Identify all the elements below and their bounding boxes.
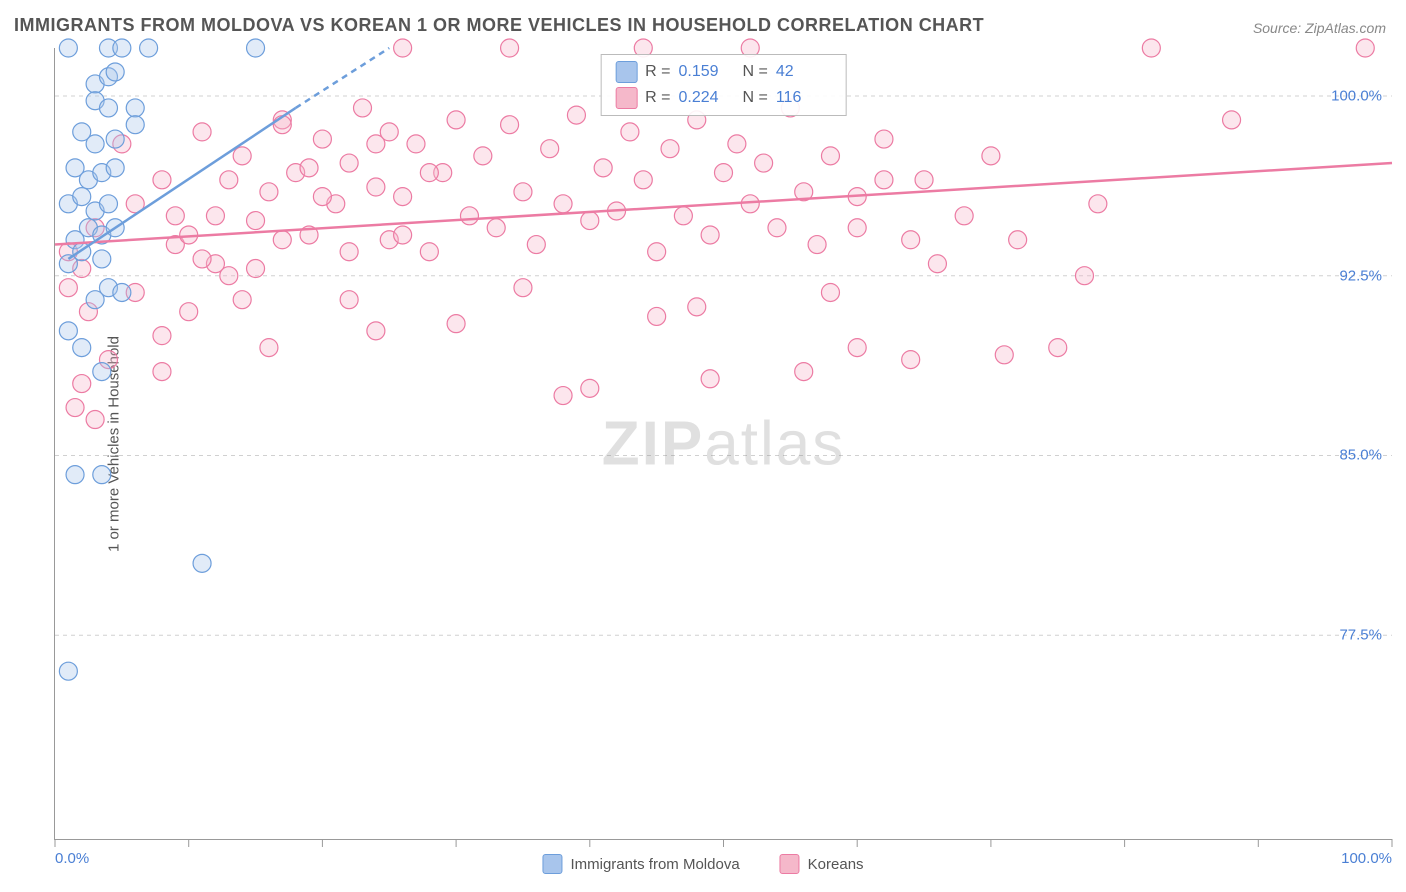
bottom-legend: Immigrants from Moldova Koreans: [542, 854, 863, 874]
chart-container: 1 or more Vehicles in Household ZIPatlas…: [14, 48, 1392, 840]
y-tick-label: 92.5%: [1339, 267, 1382, 284]
legend-label-moldova: Immigrants from Moldova: [570, 856, 739, 873]
legend-swatch-moldova: [542, 854, 562, 874]
plot-area: ZIPatlas R = 0.159 N = 42 R = 0.224 N = …: [54, 48, 1392, 840]
x-tick-start: 0.0%: [55, 850, 89, 867]
legend-item-koreans: Koreans: [780, 854, 864, 874]
stats-row-koreans: R = 0.224 N = 116: [615, 85, 832, 111]
y-tick-label: 85.0%: [1339, 447, 1382, 464]
scatter-svg: [55, 48, 1392, 839]
x-tick-end: 100.0%: [1341, 850, 1392, 867]
legend-swatch-koreans: [780, 854, 800, 874]
legend-item-moldova: Immigrants from Moldova: [542, 854, 739, 874]
swatch-koreans: [615, 87, 637, 109]
legend-label-koreans: Koreans: [808, 856, 864, 873]
source-label: Source: ZipAtlas.com: [1253, 20, 1386, 36]
swatch-moldova: [615, 61, 637, 83]
y-tick-label: 100.0%: [1331, 87, 1382, 104]
stats-row-moldova: R = 0.159 N = 42: [615, 59, 832, 85]
y-tick-label: 77.5%: [1339, 627, 1382, 644]
stats-legend-box: R = 0.159 N = 42 R = 0.224 N = 116: [600, 54, 847, 116]
chart-title: IMMIGRANTS FROM MOLDOVA VS KOREAN 1 OR M…: [14, 15, 984, 36]
